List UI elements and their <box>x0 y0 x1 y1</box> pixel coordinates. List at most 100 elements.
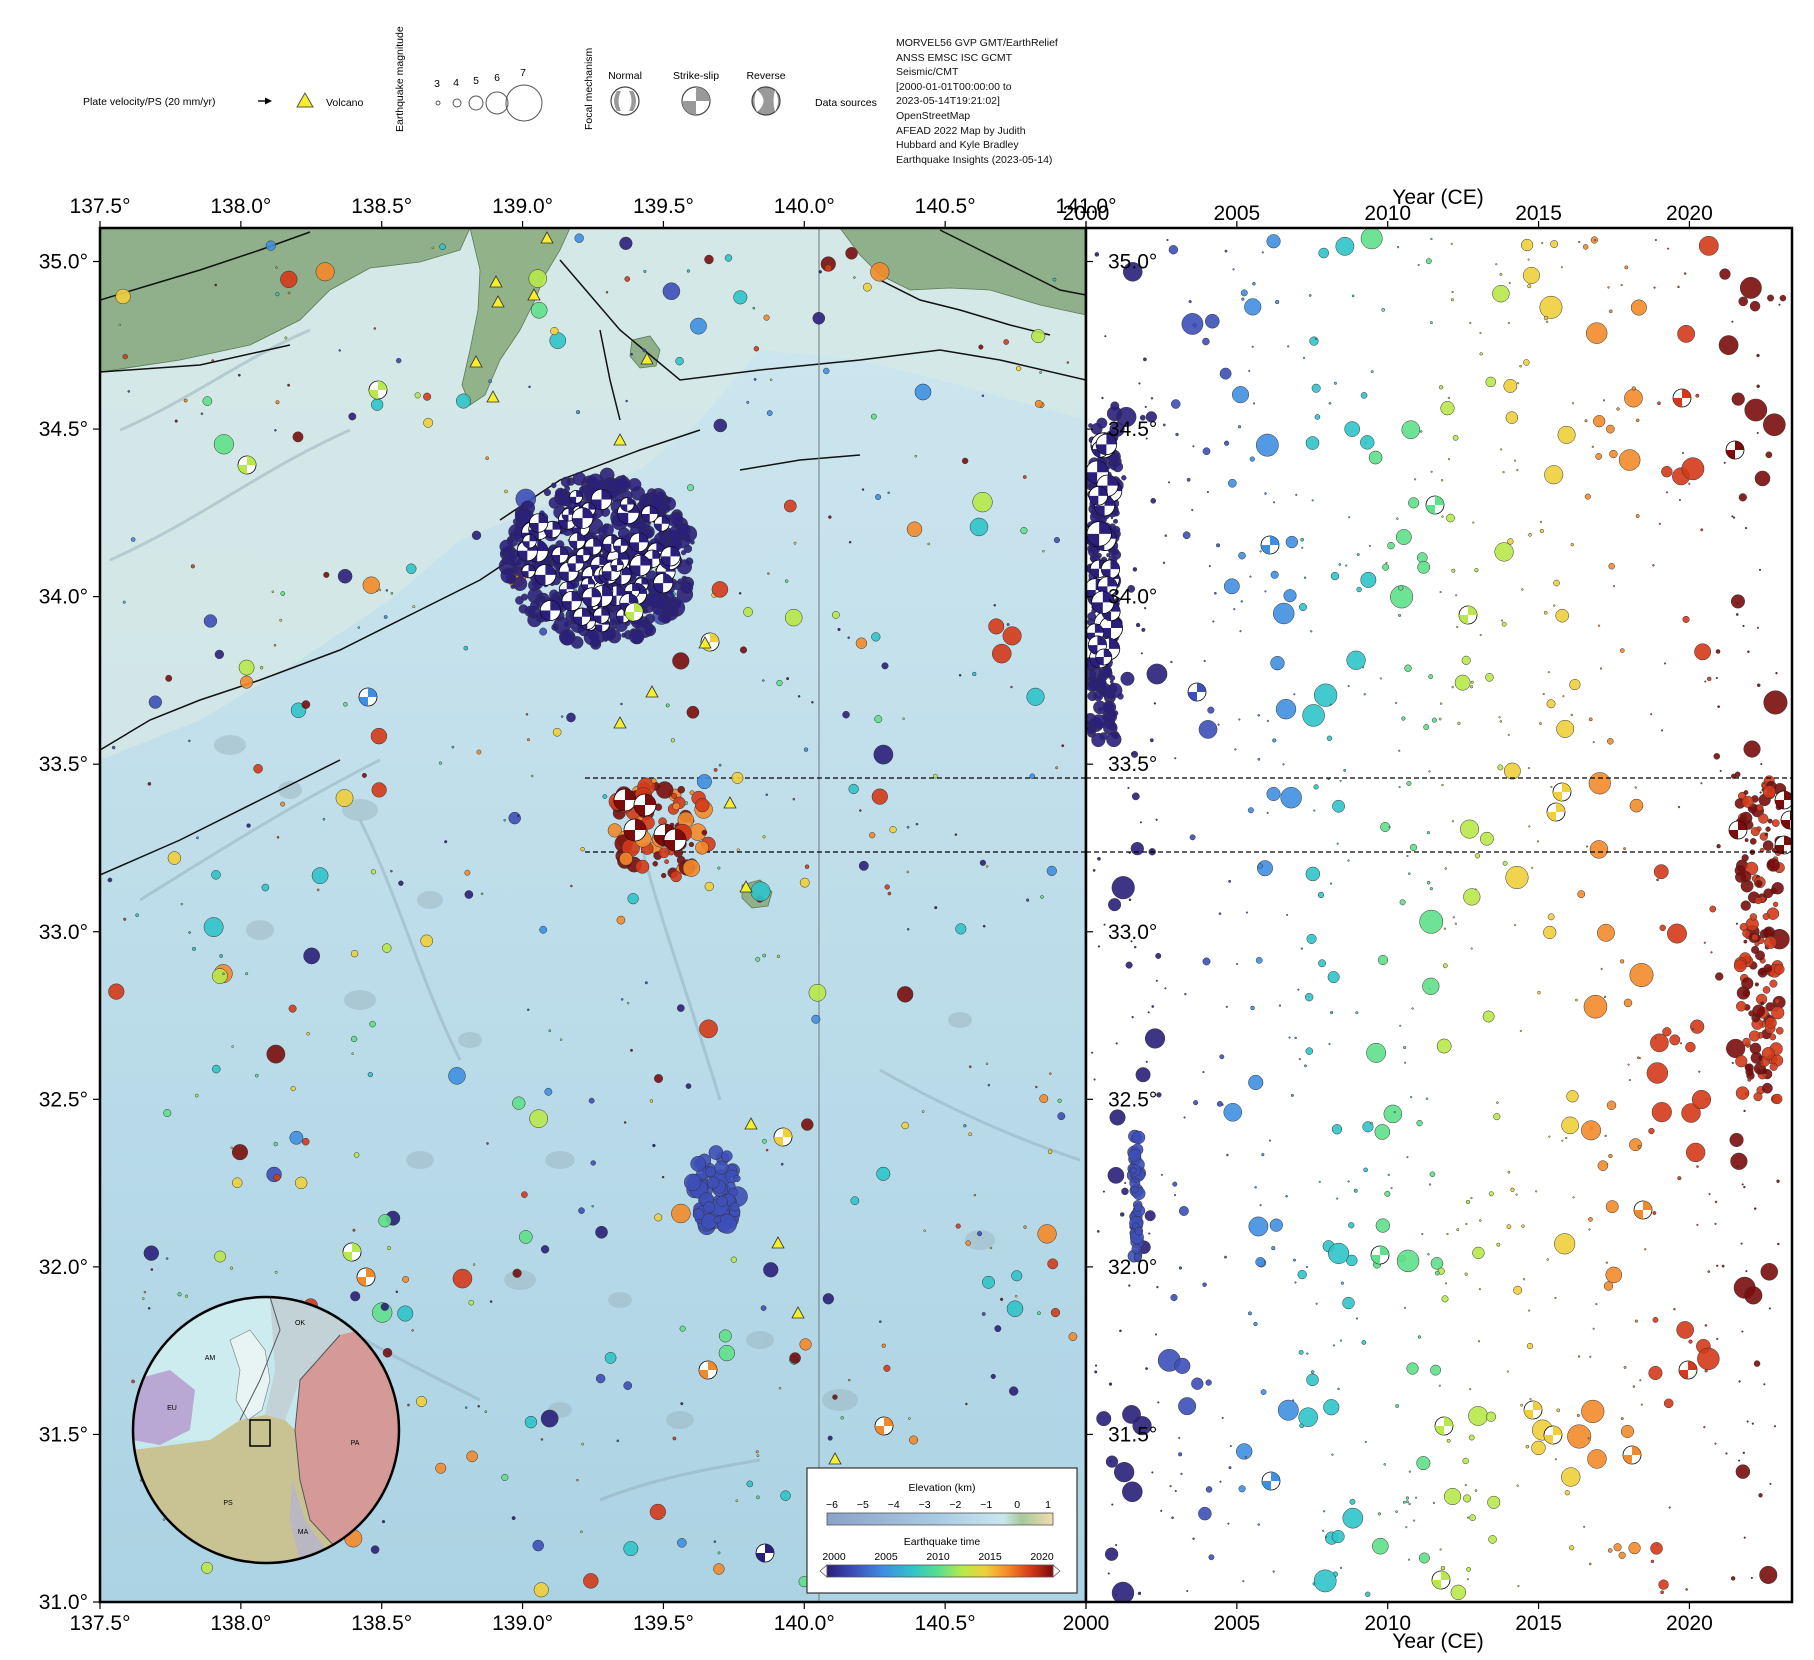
earthquake-marker <box>1396 245 1400 249</box>
earthquake-marker <box>1329 882 1333 885</box>
earthquake-marker <box>688 841 695 848</box>
earthquake-marker <box>1340 1281 1345 1285</box>
earthquake-marker <box>1250 1005 1255 1011</box>
earthquake-marker <box>1555 608 1569 623</box>
earthquake-marker <box>1272 738 1277 743</box>
year-tick-label-top: 2015 <box>1515 202 1562 225</box>
earthquake-marker <box>135 913 139 918</box>
earthquake-marker <box>1505 411 1519 424</box>
earthquake-marker <box>1251 345 1254 348</box>
earthquake-marker <box>750 881 771 902</box>
earthquake-marker <box>1151 1005 1155 1008</box>
earthquake-marker <box>714 1160 729 1175</box>
earthquake-marker <box>1470 947 1473 950</box>
earthquake-marker <box>544 1087 553 1096</box>
earthquake-marker <box>799 1338 812 1351</box>
earthquake-marker <box>1754 982 1759 987</box>
earthquake-marker <box>921 1110 925 1113</box>
earthquake-marker <box>560 715 564 718</box>
earthquake-marker <box>504 489 508 494</box>
earthquake-marker <box>353 1152 360 1158</box>
earthquake-marker <box>1527 767 1530 770</box>
earthquake-marker <box>1293 1258 1296 1262</box>
earthquake-marker <box>1113 518 1118 524</box>
earthquake-marker <box>1417 560 1431 574</box>
earthquake-marker <box>525 713 529 716</box>
earthquake-marker <box>1162 561 1166 564</box>
earthquake-marker <box>972 492 993 513</box>
earthquake-marker <box>1763 690 1788 715</box>
earthquake-marker <box>664 497 672 504</box>
earthquake-marker <box>1440 1565 1446 1571</box>
earthquake-marker <box>174 419 178 423</box>
earthquake-marker <box>1743 790 1749 795</box>
earthquake-marker <box>1137 1591 1142 1596</box>
earthquake-marker <box>1485 1411 1497 1422</box>
earthquake-marker <box>131 1379 135 1384</box>
earthquake-marker <box>887 491 890 495</box>
earthquake-marker <box>1522 266 1540 284</box>
earthquake-marker <box>760 1305 767 1311</box>
earthquake-marker <box>1763 413 1786 437</box>
earthquake-marker <box>1216 543 1221 548</box>
earthquake-marker <box>1214 591 1217 595</box>
earthquake-marker <box>1713 753 1721 760</box>
lat-tick-label: 34.0° <box>39 586 88 609</box>
earthquake-marker <box>499 539 514 554</box>
earthquake-marker <box>672 1436 677 1441</box>
magnitude-5: 5 <box>473 75 479 87</box>
earthquake-marker <box>1707 1270 1711 1273</box>
earthquake-marker <box>1328 1242 1350 1264</box>
earthquake-marker <box>127 390 131 393</box>
colorbar-box: Elevation (km) −6 −5 −4 −3 −2 −1 0 1 Earthquake… <box>806 1467 1078 1594</box>
earthquake-marker <box>1182 531 1191 540</box>
earthquake-marker <box>1419 430 1423 433</box>
focal-mechanism-marker <box>1780 810 1792 830</box>
earthquake-marker <box>1109 1109 1126 1126</box>
earthquake-marker <box>1632 1385 1636 1388</box>
earthquake-marker <box>1348 516 1351 519</box>
earthquake-marker <box>1095 677 1107 690</box>
reverse-label: Reverse <box>746 70 785 82</box>
earthquake-marker <box>1105 1455 1119 1468</box>
earthquake-marker <box>1108 1382 1113 1386</box>
earthquake-marker <box>660 612 672 624</box>
earthquake-marker <box>1630 299 1647 316</box>
earthquake-marker <box>1092 869 1096 872</box>
earthquake-marker <box>1047 1149 1053 1154</box>
earthquake-marker <box>526 1008 530 1012</box>
focal-mechanism-marker <box>342 1242 362 1262</box>
earthquake-marker <box>1164 987 1167 990</box>
earthquake-marker <box>1762 840 1774 851</box>
earthquake-marker <box>972 671 977 677</box>
earthquake-marker <box>1629 1138 1642 1152</box>
earthquake-marker <box>1145 1060 1148 1063</box>
earthquake-marker <box>1310 630 1313 633</box>
earthquake-marker <box>1472 521 1475 524</box>
earthquake-marker <box>1270 570 1279 579</box>
earthquake-marker <box>649 495 665 510</box>
earthquake-marker <box>1229 1445 1232 1448</box>
earthquake-marker <box>1677 285 1680 289</box>
earthquake-marker <box>530 600 540 611</box>
earthquake-marker <box>1729 1132 1744 1148</box>
earthquake-marker <box>558 628 576 646</box>
earthquake-marker <box>1088 483 1094 489</box>
earthquake-marker <box>1106 405 1123 422</box>
earthquake-marker <box>254 1073 259 1078</box>
focal-mechanism-marker <box>534 564 557 586</box>
earthquake-marker <box>1440 479 1444 482</box>
earthquake-marker <box>661 1175 665 1179</box>
earthquake-marker <box>383 615 388 619</box>
earthquake-marker <box>202 396 213 406</box>
earthquake-marker <box>1570 542 1574 547</box>
earthquake-marker <box>1010 685 1013 689</box>
earthquake-marker <box>1429 887 1433 891</box>
earthquake-marker <box>1122 1481 1143 1503</box>
earthquake-marker <box>1661 465 1673 478</box>
earthquake-marker <box>1584 419 1588 423</box>
earthquake-marker <box>1330 571 1340 581</box>
earthquake-marker <box>1026 687 1045 706</box>
earthquake-marker <box>1450 242 1453 245</box>
earthquake-marker <box>163 1109 172 1118</box>
